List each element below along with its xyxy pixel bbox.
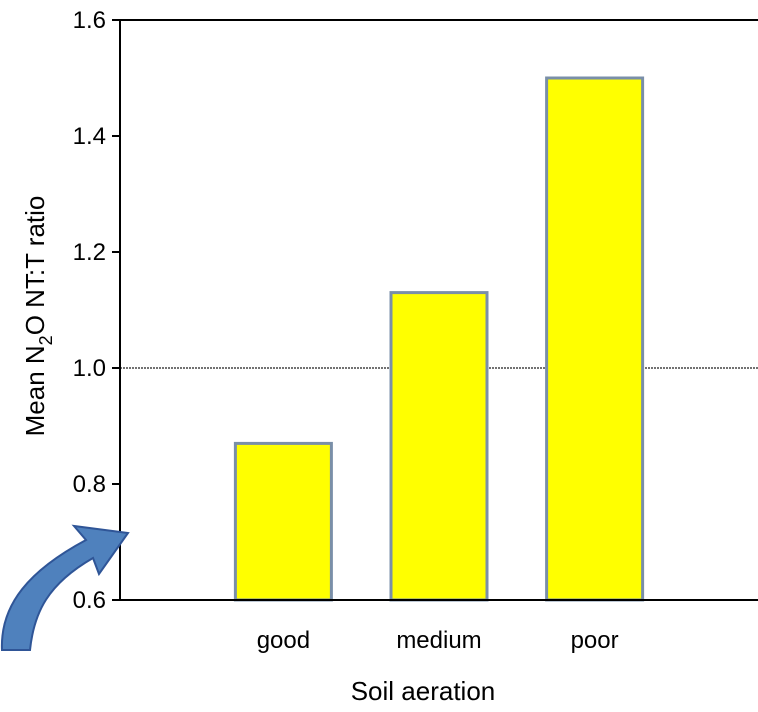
x-tick-label: medium [396, 627, 481, 654]
y-tick-label: 1.2 [73, 239, 106, 266]
bar-medium [389, 291, 489, 602]
y-tick-label: 1.4 [73, 123, 106, 150]
curved-arrow-icon [0, 524, 130, 651]
x-axis-tick-labels: good medium poor [257, 627, 619, 654]
y-axis-title: Mean N2O NT:T ratio [20, 196, 56, 437]
x-axis-title: Soil aeration [351, 676, 496, 706]
x-tick-label: poor [571, 627, 619, 654]
bars-group [233, 76, 645, 602]
y-tick-label: 1.0 [73, 355, 106, 382]
y-tick-label: 0.8 [73, 471, 106, 498]
bar-good [233, 441, 333, 602]
bar-poor [545, 76, 645, 602]
x-tick-label: good [257, 627, 310, 654]
y-tick-label: 1.6 [73, 7, 106, 34]
y-axis-ticks: 0.6 0.8 1.0 1.2 1.4 1.6 [73, 7, 120, 614]
y-tick-label: 0.6 [73, 587, 106, 614]
